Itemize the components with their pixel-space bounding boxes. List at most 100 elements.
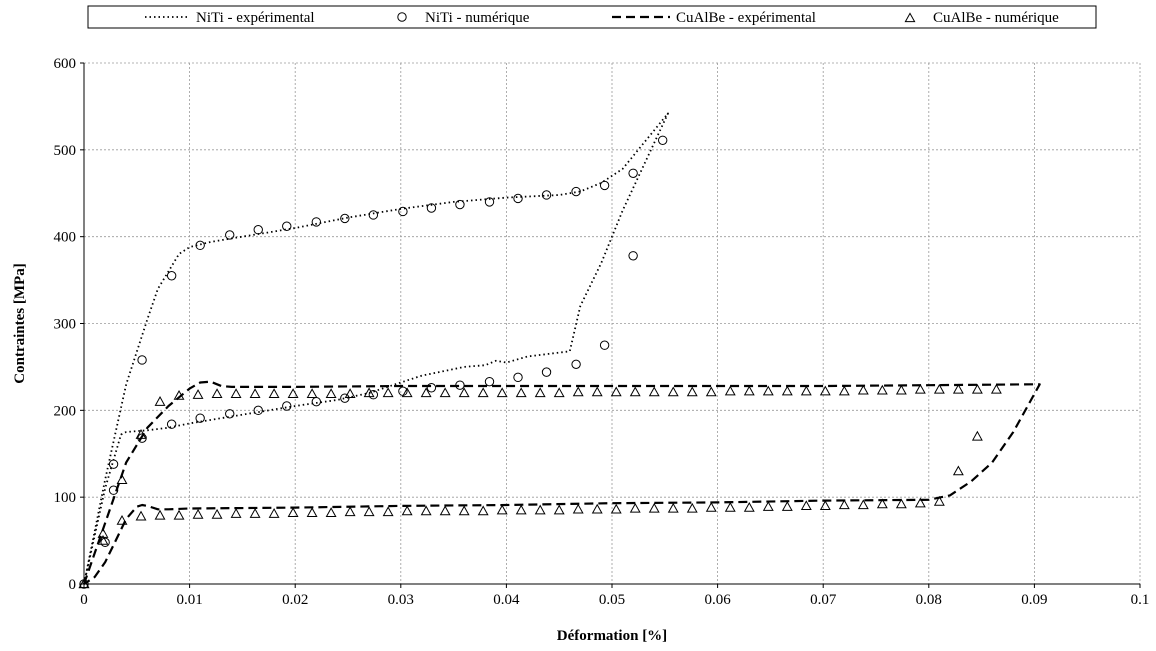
data-point-triangle: [192, 389, 204, 399]
data-point-triangle: [762, 385, 774, 396]
data-point-triangle: [268, 508, 280, 518]
data-point-triangle: [857, 499, 869, 510]
data-point-triangle: [192, 508, 204, 519]
data-point-triangle: [116, 514, 128, 525]
data-point-triangle: [610, 386, 622, 397]
data-point-circle: [484, 376, 495, 387]
data-point-triangle: [705, 386, 717, 397]
y-tick-label: 200: [54, 403, 77, 419]
legend-label: NiTi - expérimental: [196, 10, 315, 26]
data-point-circle: [426, 203, 437, 213]
data-point-triangle: [382, 387, 394, 398]
data-point-triangle: [762, 501, 774, 511]
data-point-triangle: [667, 386, 679, 397]
data-point-circle: [657, 135, 668, 145]
data-point-triangle: [876, 384, 888, 395]
data-point-triangle: [249, 388, 261, 399]
data-point-triangle: [325, 388, 337, 399]
data-point-triangle: [686, 386, 698, 397]
data-point-circle: [166, 419, 177, 429]
data-point-circle: [166, 271, 177, 281]
series-line-2: [82, 380, 1041, 585]
data-point-triangle: [914, 383, 926, 394]
data-point-triangle: [439, 505, 451, 516]
x-tick-label: 0.04: [493, 592, 520, 608]
data-point-triangle: [781, 501, 793, 511]
data-point-triangle: [876, 498, 888, 509]
data-point-triangle: [515, 387, 527, 398]
legend-label: NiTi - numérique: [425, 10, 530, 26]
series-1: [79, 135, 668, 589]
data-point-triangle: [572, 386, 584, 397]
data-point-triangle: [857, 384, 869, 395]
data-point-circle: [195, 240, 205, 251]
x-tick-label: 0.08: [916, 592, 942, 608]
data-point-triangle: [971, 430, 983, 441]
data-point-circle: [571, 186, 581, 197]
x-tick-label: 0.01: [176, 592, 202, 608]
data-point-triangle: [382, 506, 394, 517]
data-point-triangle: [458, 505, 470, 516]
data-point-triangle: [116, 474, 128, 484]
data-point-circle: [368, 210, 379, 220]
data-point-triangle: [591, 386, 603, 397]
data-point-circle: [108, 459, 119, 469]
data-point-circle: [628, 168, 638, 178]
data-point-triangle: [287, 507, 299, 517]
data-point-triangle: [743, 501, 755, 512]
data-point-triangle: [401, 505, 413, 516]
data-point-circle: [599, 180, 610, 191]
data-point-triangle: [534, 387, 546, 398]
data-point-circle: [599, 340, 610, 350]
data-point-triangle: [230, 508, 242, 518]
data-point-triangle: [800, 500, 812, 511]
y-tick-label: 400: [54, 230, 77, 246]
data-point-triangle: [629, 502, 641, 513]
data-point-triangle: [553, 387, 565, 398]
data-point-circle: [398, 206, 408, 217]
data-point-triangle: [344, 506, 356, 517]
data-point-triangle: [971, 383, 983, 394]
data-point-circle: [195, 413, 205, 423]
data-point-triangle: [895, 384, 907, 395]
data-point-circle: [225, 409, 235, 419]
data-point-circle: [225, 230, 235, 240]
data-point-triangle: [287, 388, 299, 399]
legend-label: CuAlBe - expérimental: [676, 10, 816, 26]
data-point-circle: [426, 383, 437, 393]
data-point-circle: [340, 213, 350, 224]
data-point-circle: [368, 390, 379, 400]
legend-label: CuAlBe - numérique: [933, 10, 1059, 26]
data-point-triangle: [705, 501, 717, 512]
data-point-triangle: [135, 510, 147, 521]
legend-swatch-triangle: [904, 12, 916, 23]
data-point-triangle: [952, 383, 964, 394]
x-tick-label: 0: [80, 592, 88, 608]
legend-swatch-circle: [397, 12, 407, 22]
data-point-circle: [108, 485, 119, 495]
data-point-triangle: [743, 385, 755, 396]
data-point-triangle: [97, 534, 109, 545]
legend: NiTi - expérimental NiTi - numérique CuAlB…: [87, 5, 1097, 29]
data-point-triangle: [496, 504, 508, 515]
data-point-triangle: [933, 383, 945, 394]
data-point-triangle: [838, 499, 850, 510]
data-point-circle: [253, 225, 263, 235]
data-point-triangle: [325, 507, 337, 517]
data-point-triangle: [477, 387, 489, 398]
data-point-triangle: [819, 385, 831, 396]
data-point-triangle: [819, 500, 831, 511]
y-tick-label: 600: [54, 56, 77, 72]
data-point-triangle: [724, 501, 736, 512]
y-tick-label: 500: [54, 143, 77, 159]
data-point-triangle: [458, 387, 470, 398]
data-point-circle: [100, 537, 110, 548]
data-point-triangle: [781, 385, 793, 396]
x-tick-label: 0.07: [810, 592, 837, 608]
x-tick-label: 0.06: [704, 592, 731, 608]
x-tick-label: 0.1: [1131, 592, 1150, 608]
x-tick-label: 0.09: [1021, 592, 1047, 608]
data-point-triangle: [990, 383, 1002, 394]
data-point-triangle: [363, 506, 375, 517]
